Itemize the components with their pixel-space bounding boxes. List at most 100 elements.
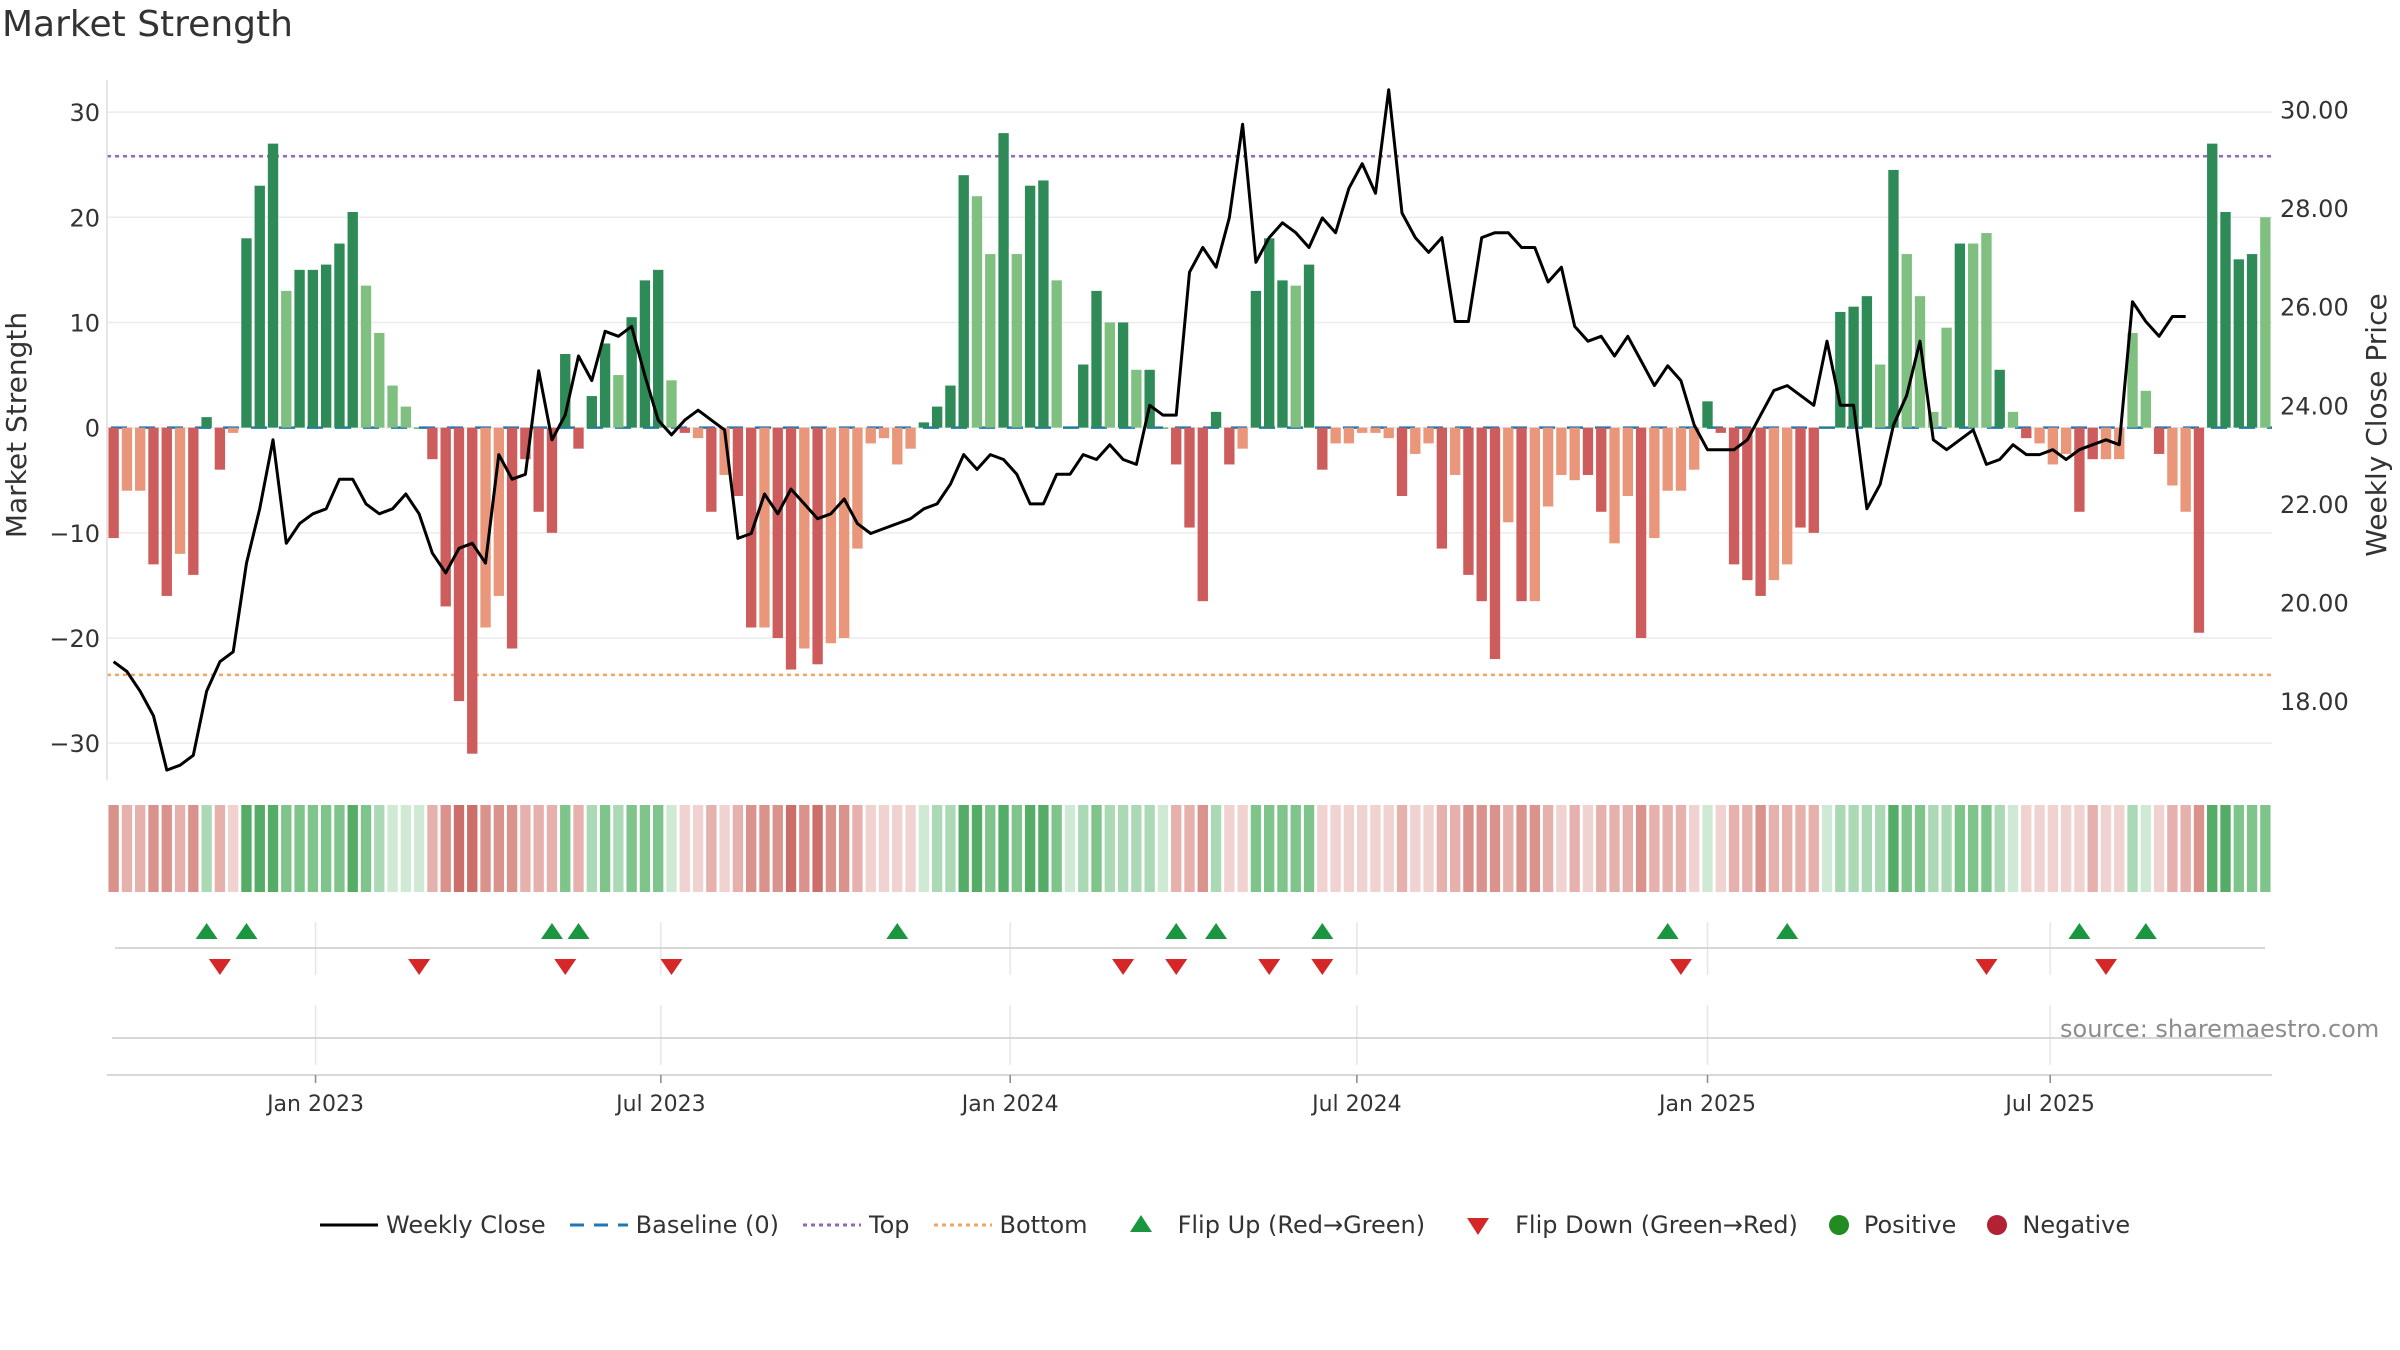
strength-bar	[2140, 390, 2151, 428]
flip-up-marker	[1656, 923, 1679, 939]
x-tick-label: Jul 2023	[614, 1092, 706, 1117]
flip-up-marker	[1776, 923, 1799, 939]
heat-cell	[1861, 805, 1873, 892]
strength-bar	[387, 385, 398, 428]
heat-cell	[1423, 805, 1434, 892]
heat-cell	[626, 805, 637, 892]
legend-item-baseline[interactable]: Baseline (0)	[568, 1210, 779, 1240]
heat-cell	[374, 805, 385, 892]
heat-cell	[1689, 805, 1700, 892]
heat-cell	[1821, 805, 1833, 892]
strength-bar	[1317, 427, 1328, 470]
heat-cell	[613, 805, 624, 892]
strength-bar	[320, 264, 332, 428]
strength-bar	[799, 427, 810, 649]
legend-item-negative[interactable]: Negative	[1978, 1210, 2130, 1240]
legend-item-flip-up[interactable]: Flip Up (Red→Green)	[1110, 1210, 1426, 1240]
heat-cell	[746, 805, 757, 892]
heat-cell	[1715, 805, 1726, 892]
strength-bar	[347, 212, 358, 428]
heat-cell	[506, 805, 518, 892]
weekly-close-line	[112, 88, 2186, 772]
strength-bar	[1596, 427, 1607, 512]
strength-bar	[2233, 259, 2244, 428]
heat-cell	[1542, 805, 1554, 892]
source-note: source: sharemaestro.com	[2060, 1015, 2380, 1043]
heat-cell	[2021, 805, 2032, 892]
legend-label: Top	[869, 1211, 910, 1239]
strength-bar	[931, 406, 943, 428]
strength-bar	[1011, 254, 1023, 428]
y-tick-label: 0	[85, 415, 100, 443]
legend-item-bottom[interactable]: Bottom	[932, 1210, 1088, 1240]
y-right-tick-label: 18.00	[2280, 688, 2349, 716]
strength-bar	[719, 427, 730, 475]
heat-cell	[1901, 805, 1912, 892]
legend-item-top[interactable]: Top	[801, 1210, 910, 1240]
strength-bar	[1303, 264, 1315, 428]
strength-bar	[1423, 427, 1434, 444]
strength-bar	[1768, 427, 1780, 581]
heat-cell	[878, 805, 890, 892]
y-tick-label: −30	[49, 730, 100, 758]
flip-up-marker	[195, 923, 218, 939]
heat-cell	[347, 805, 358, 892]
flip-up-marker	[1311, 923, 1334, 939]
strength-bar	[2220, 212, 2231, 428]
heat-cell	[812, 805, 823, 892]
heat-cell	[440, 805, 451, 892]
strength-bar	[1901, 254, 1912, 428]
strength-bar	[1516, 427, 1527, 602]
strength-bar	[1356, 427, 1368, 433]
strength-bar	[281, 290, 292, 428]
strength-bar	[1117, 322, 1129, 428]
strength-bar	[533, 427, 544, 512]
strength-bar	[214, 427, 226, 470]
strength-bar	[1874, 364, 1886, 428]
strength-bar	[865, 427, 876, 444]
strength-bar	[480, 427, 491, 628]
triangle-down-icon	[1447, 1210, 1509, 1240]
strength-bar	[1383, 427, 1394, 439]
legend-label: Flip Up (Red→Green)	[1177, 1211, 1426, 1239]
heat-cell	[533, 805, 544, 892]
legend-item-close[interactable]: Weekly Close	[318, 1210, 546, 1240]
heat-cell	[228, 805, 239, 892]
heat-cell	[706, 805, 717, 892]
strength-bar	[427, 427, 438, 460]
strength-bar	[2180, 427, 2191, 512]
heat-cell	[759, 805, 770, 892]
heat-cell	[1888, 805, 1899, 892]
strength-bar	[1981, 233, 1992, 428]
strength-bar	[1861, 296, 1873, 428]
strength-bar	[852, 427, 863, 549]
heat-cell	[1808, 805, 1819, 892]
strength-bar	[2167, 427, 2178, 486]
y-tick-label: 20	[69, 204, 100, 232]
strength-bar	[453, 427, 465, 702]
strength-bar	[985, 254, 996, 428]
heat-cell	[2220, 805, 2231, 892]
strength-bar	[679, 427, 690, 433]
heat-cell	[267, 805, 279, 892]
heat-cell	[1356, 805, 1368, 892]
heat-cell	[1210, 805, 1222, 892]
strength-bar	[958, 175, 969, 428]
heat-cell	[1728, 805, 1740, 892]
flip-down-marker	[660, 959, 683, 975]
strength-bar	[307, 269, 319, 428]
strength-bar	[174, 427, 186, 554]
strength-bar	[1024, 185, 1036, 428]
heat-cell	[971, 805, 983, 892]
legend-item-positive[interactable]: Positive	[1820, 1210, 1956, 1240]
strength-bar	[374, 332, 385, 428]
strength-bar	[613, 375, 624, 428]
strength-bar	[653, 269, 664, 428]
strength-bar	[1967, 243, 1979, 428]
legend-item-flip-down[interactable]: Flip Down (Green→Red)	[1447, 1210, 1798, 1240]
strength-bar	[1157, 427, 1169, 429]
heat-cell	[892, 805, 903, 892]
strength-bar	[2127, 332, 2138, 428]
heat-cell	[838, 805, 850, 892]
strength-bar	[254, 185, 265, 428]
